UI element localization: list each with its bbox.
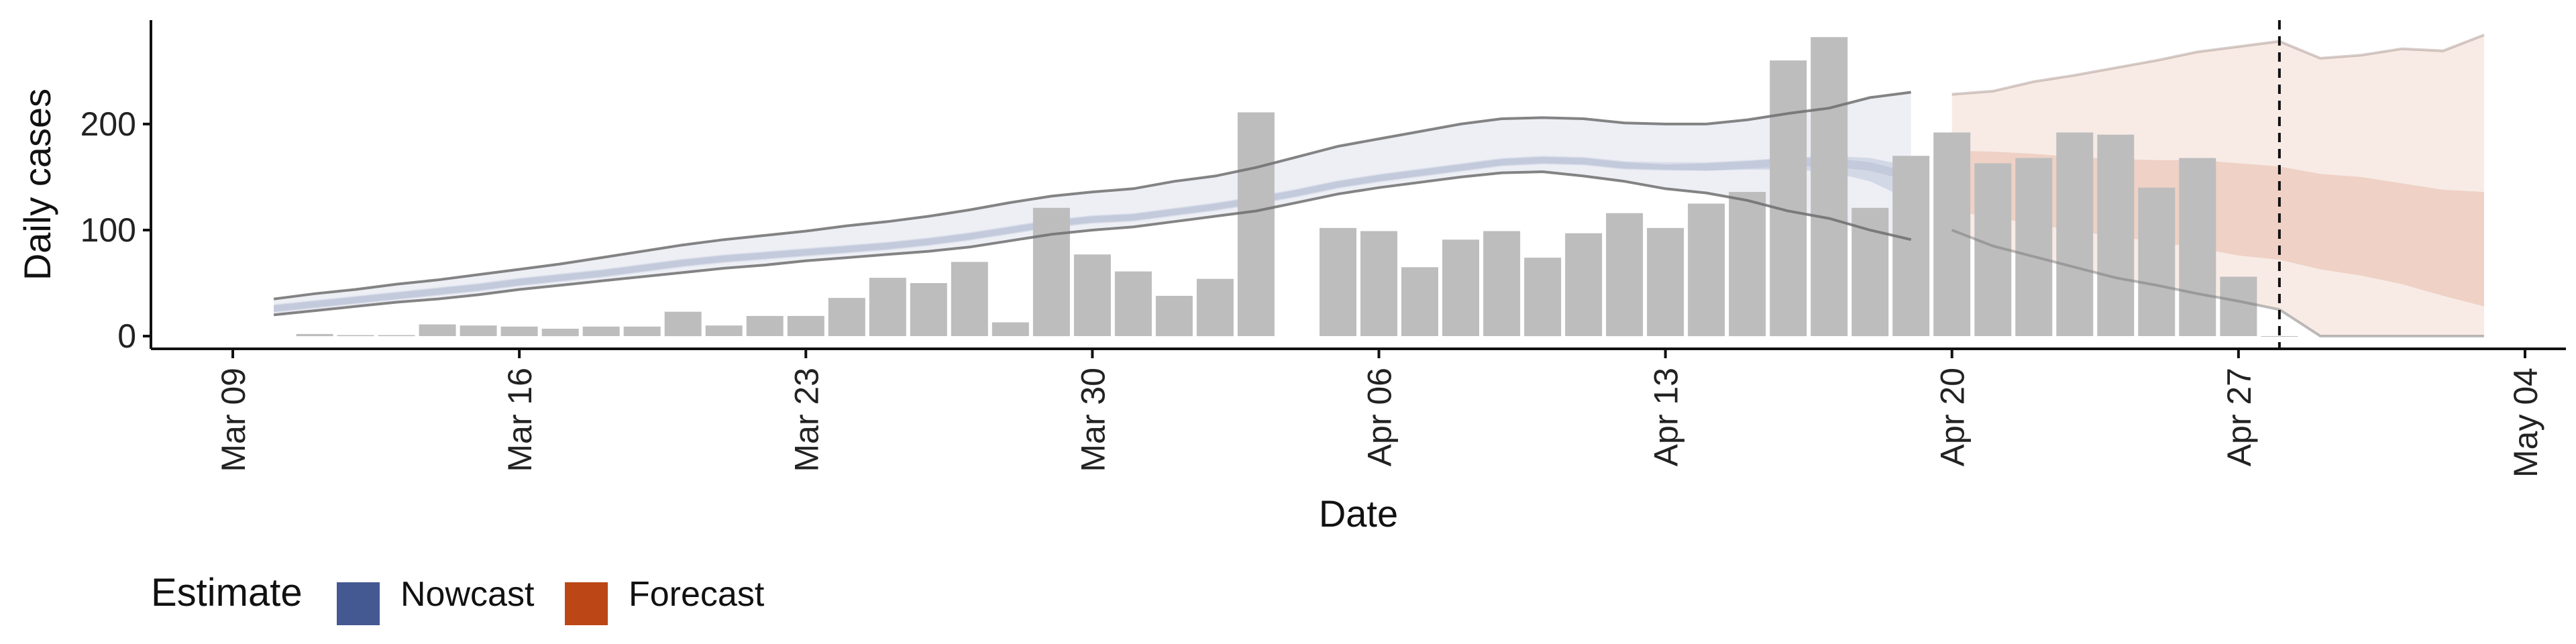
case-bar [869,278,906,336]
x-tick-label: Apr 06 [1361,368,1399,466]
case-bar [1360,231,1397,336]
legend: Estimate Nowcast Forecast [151,571,765,625]
case-bar [951,262,988,336]
x-tick-label: Mar 30 [1074,368,1112,472]
y-axis-title: Daily cases [16,89,58,280]
case-bar [2179,158,2216,336]
case-bar [828,298,865,336]
case-bar [1688,203,1725,337]
legend-swatch-nowcast [337,582,380,625]
case-bar [1770,60,1807,337]
x-tick-label: Mar 16 [501,368,539,472]
y-axis-ticks: 0 100 200 [80,105,151,355]
case-bar [337,335,374,337]
case-bar [419,324,456,336]
case-bar [664,311,702,337]
nowcast-90-band [274,92,1911,315]
forecast-lower-line [1951,229,2484,337]
case-bar [1320,227,1356,336]
case-bar [910,283,947,336]
interval-bound-lines [273,34,2485,337]
legend-label-nowcast: Nowcast [400,575,535,614]
case-bar [705,325,743,336]
case-bar [1483,231,1521,336]
case-bar [623,326,661,336]
x-tick-label: Apr 20 [1934,368,1972,466]
case-bar [1647,227,1684,336]
legend-label-forecast: Forecast [629,575,765,614]
case-bar [2056,132,2094,336]
case-bar [2015,158,2053,336]
y-tick-label: 200 [80,105,136,143]
x-tick-label: Apr 27 [2220,368,2258,466]
case-bar [378,335,415,337]
case-bar [1933,132,1971,336]
x-tick-label: Mar 23 [788,368,825,472]
legend-swatch-forecast [565,582,608,625]
case-bar [1524,258,1562,337]
case-bar [1155,296,1193,337]
nowcast-series [274,92,1911,315]
case-bar [746,316,784,336]
x-axis-title: Date [1319,492,1398,535]
case-bar [1032,207,1070,337]
case-bar [296,333,333,337]
case-bar [1892,156,1930,337]
case-bar [2220,276,2257,336]
case-bar [2097,134,2135,336]
case-bar [541,329,579,337]
legend-title: Estimate [151,571,303,614]
reported-cases-bars [296,37,2298,337]
y-tick-label: 100 [80,211,136,249]
x-tick-label: Mar 09 [215,368,252,472]
case-bar [1606,213,1644,337]
case-bar [500,326,538,336]
x-tick-label: Apr 13 [1648,368,1685,466]
case-bar [1073,254,1111,336]
case-bar [1811,37,1848,337]
case-bar [2138,187,2176,336]
case-bar [1729,192,1766,337]
case-bar [1442,239,1479,336]
axes [150,20,2566,350]
x-axis-ticks: Mar 09 Mar 16 Mar 23 Mar 30 Apr 06 Apr 13 Apr … [215,349,2544,478]
case-bar [1974,163,2012,336]
nowcast-lower-line [273,170,1912,317]
case-bar [1401,267,1438,336]
nowcast-upper-line [273,91,1911,301]
case-bar [991,322,1029,336]
case-bar [787,316,824,336]
case-bar [1237,112,1275,336]
case-bar [1196,278,1234,337]
case-bar [1565,233,1603,336]
x-tick-label: May 04 [2507,368,2544,478]
case-bar [460,325,497,336]
y-tick-label: 0 [117,317,136,355]
case-bar [582,326,620,336]
case-bar [2261,336,2298,337]
forecast-upper-line [1951,34,2485,96]
case-bar [1114,271,1152,336]
